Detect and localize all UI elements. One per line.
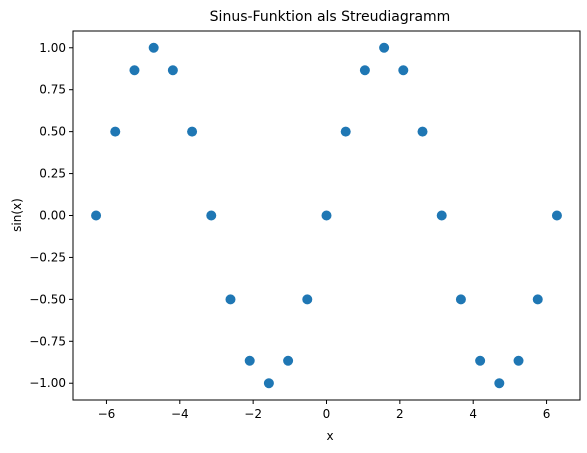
data-point [244,355,255,366]
y-tick-label: −0.50 [29,292,66,306]
data-point [263,378,274,389]
x-tick-label: −4 [171,407,189,421]
data-point [398,65,409,76]
data-point [167,65,178,76]
y-tick-label: 1.00 [39,41,66,55]
data-point [91,210,102,221]
data-point [225,294,236,305]
data-point [513,355,524,366]
x-tick-label: 6 [543,407,551,421]
data-point [302,294,313,305]
y-tick-label: −0.25 [29,250,66,264]
x-tick-label: −2 [244,407,262,421]
data-point [206,210,217,221]
data-point [359,65,370,76]
x-tick-label: 0 [323,407,331,421]
y-axis-label: sin(x) [10,198,24,232]
x-tick-label: −6 [98,407,116,421]
data-point [110,126,121,137]
y-tick-label: 0.50 [39,125,66,139]
data-point [283,355,294,366]
data-point [417,126,428,137]
y-tick-label: 0.25 [39,167,66,181]
y-tick-label: 0.75 [39,83,66,97]
data-point [532,294,543,305]
data-point [436,210,447,221]
data-point [129,65,140,76]
data-point [494,378,505,389]
data-point [455,294,466,305]
x-axis-label: x [326,429,333,443]
ticks-layer: −6 −4 −2 0 2 4 6 −1.00 −0.75 −0.50 −0.25 0.00 0.25 0.… [29,41,550,421]
chart-title: Sinus-Funktion als Streudiagramm [210,9,451,25]
y-tick-label: 0.00 [39,209,66,223]
y-tick-label: −0.75 [29,334,66,348]
data-point [187,126,198,137]
plot-frame [72,30,581,401]
x-tick-label: 2 [396,407,404,421]
y-tick-label: −1.00 [29,376,66,390]
data-point [551,210,562,221]
data-point [321,210,332,221]
data-point [148,42,159,53]
points-layer [91,42,562,389]
data-point [340,126,351,137]
data-point [475,355,486,366]
data-point [379,42,390,53]
x-tick-label: 4 [469,407,477,421]
